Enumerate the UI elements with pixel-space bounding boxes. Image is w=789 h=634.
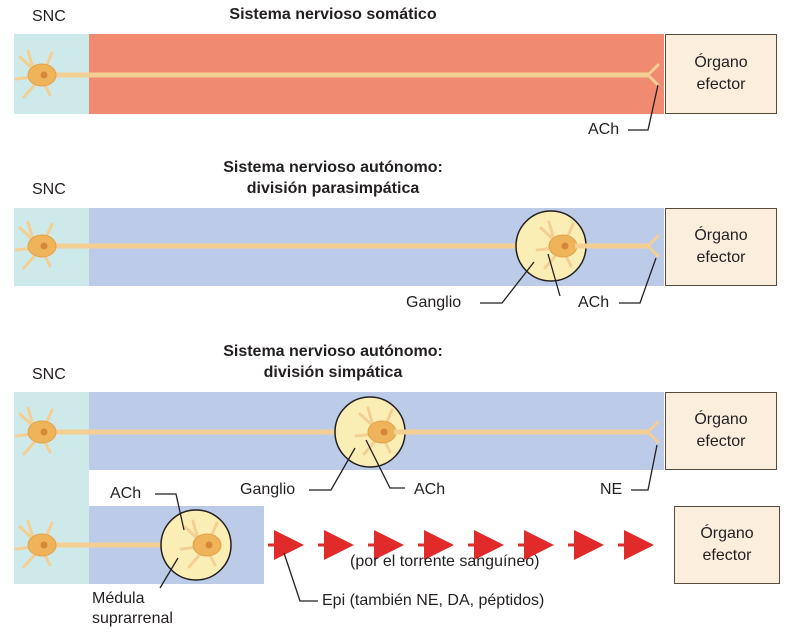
parasympathetic-ach-terminal-leader [619,257,657,304]
somatic-effector-organ: Órgano efector [665,34,777,114]
sympathetic-ach-ganglion-leader [365,439,405,489]
hormones-leader [283,552,318,602]
sympathetic-ne-leader [631,444,658,491]
adrenal-medulla-label-line2: suprarrenal [92,610,173,627]
somatic-cns-label: SNC [32,8,66,25]
adrenal-ach-leader [155,493,185,531]
parasympathetic-ach-label: ACh [578,294,610,311]
parasympathetic-effector-organ: Órgano efector [665,208,777,286]
somatic-ach-leader [628,84,659,131]
adrenal-ach-label: ACh [110,485,142,502]
parasympathetic-ganglion-label: Ganglio [406,294,462,311]
parasympathetic-title-line2: división parasimpática [246,180,420,197]
sympathetic-effector-organ-label: Órgano efector [694,411,748,450]
parasympathetic-title-line1: Sistema nervioso autónomo: [223,159,443,176]
somatic-ach-label: ACh [588,121,620,138]
sympathetic-ganglion-label: Ganglio [240,481,296,498]
sympathetic-ne-label: NE [600,481,623,498]
sympathetic-ach-label: ACh [414,481,446,498]
sympathetic-title-line1: Sistema nervioso autónomo: [223,343,443,360]
sympathetic-cns-label: SNC [32,366,66,383]
adrenal-target-effector-organ: Órgano efector [674,506,780,584]
somatic-title: Sistema nervioso somático [229,6,437,23]
adrenal-medulla-label-line1: Médula [92,590,145,607]
bloodstream-label: (por el torrente sanguíneo) [350,553,540,570]
adrenal-medulla-leader [159,557,179,589]
hormones-label: Epi (también NE, DA, péptidos) [322,592,545,609]
parasympathetic-cns-label: SNC [32,181,66,198]
somatic-effector-organ-label: Órgano efector [694,54,748,93]
sympathetic-ganglion-leader [309,447,356,491]
sympathetic-effector-organ: Órgano efector [665,392,777,470]
parasympathetic-effector-organ-label: Órgano efector [694,227,748,266]
adrenal-target-effector-organ-label: Órgano efector [700,525,754,564]
parasympathetic-ganglion-leader [480,261,535,304]
sympathetic-title-line2: división simpática [263,364,403,381]
parasympathetic-ach-ganglion-leader [547,253,561,297]
